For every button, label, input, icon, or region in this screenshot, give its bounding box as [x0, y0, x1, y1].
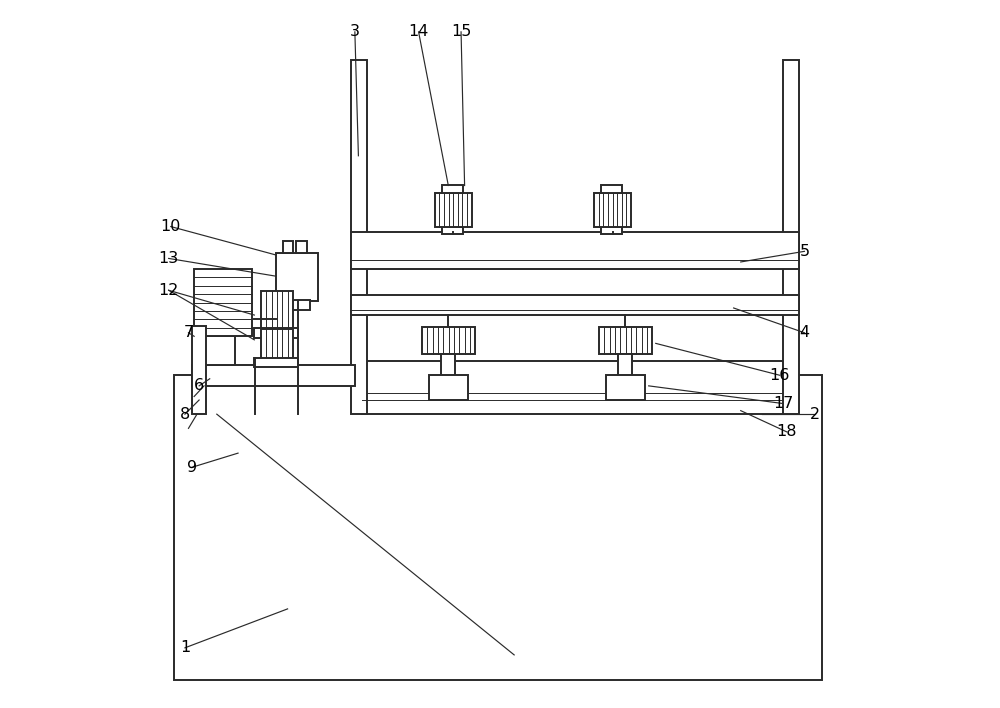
Text: 14: 14 [408, 24, 429, 40]
Bar [351, 295, 799, 315]
Bar [594, 193, 631, 227]
Text: 18: 18 [776, 424, 797, 440]
Text: 10: 10 [161, 219, 181, 234]
Bar [174, 375, 822, 680]
Bar [606, 375, 645, 400]
Text: 1: 1 [180, 640, 190, 656]
Text: 8: 8 [180, 406, 190, 422]
Bar [442, 185, 463, 193]
Bar [351, 232, 799, 269]
Bar [435, 193, 472, 227]
Bar [192, 326, 206, 414]
Text: 4: 4 [799, 325, 810, 341]
Text: 13: 13 [159, 251, 179, 266]
Text: 2: 2 [810, 406, 820, 422]
Bar [194, 269, 252, 336]
Bar [351, 60, 367, 414]
Text: 15: 15 [451, 24, 471, 40]
Text: 16: 16 [769, 367, 790, 383]
Bar [296, 241, 307, 253]
Bar [254, 328, 298, 338]
Bar [261, 329, 293, 359]
Bar [442, 227, 463, 234]
Bar [783, 60, 799, 414]
Bar [283, 241, 293, 253]
Text: 5: 5 [799, 244, 810, 259]
Bar [599, 327, 652, 354]
Bar [362, 361, 794, 414]
Text: 9: 9 [187, 459, 197, 475]
Bar [281, 300, 310, 310]
Bar [192, 365, 355, 386]
Bar [441, 354, 455, 377]
Bar [261, 291, 293, 329]
Bar [601, 227, 622, 234]
Bar [618, 354, 632, 377]
Bar [194, 336, 235, 365]
Text: 6: 6 [194, 378, 204, 394]
Text: 3: 3 [350, 24, 360, 40]
Text: 17: 17 [773, 396, 793, 411]
Bar [422, 327, 475, 354]
Bar [429, 375, 468, 400]
Bar [601, 185, 622, 193]
Text: 7: 7 [183, 325, 194, 341]
Bar [254, 358, 298, 367]
Text: 12: 12 [158, 282, 179, 298]
Bar [276, 253, 318, 301]
